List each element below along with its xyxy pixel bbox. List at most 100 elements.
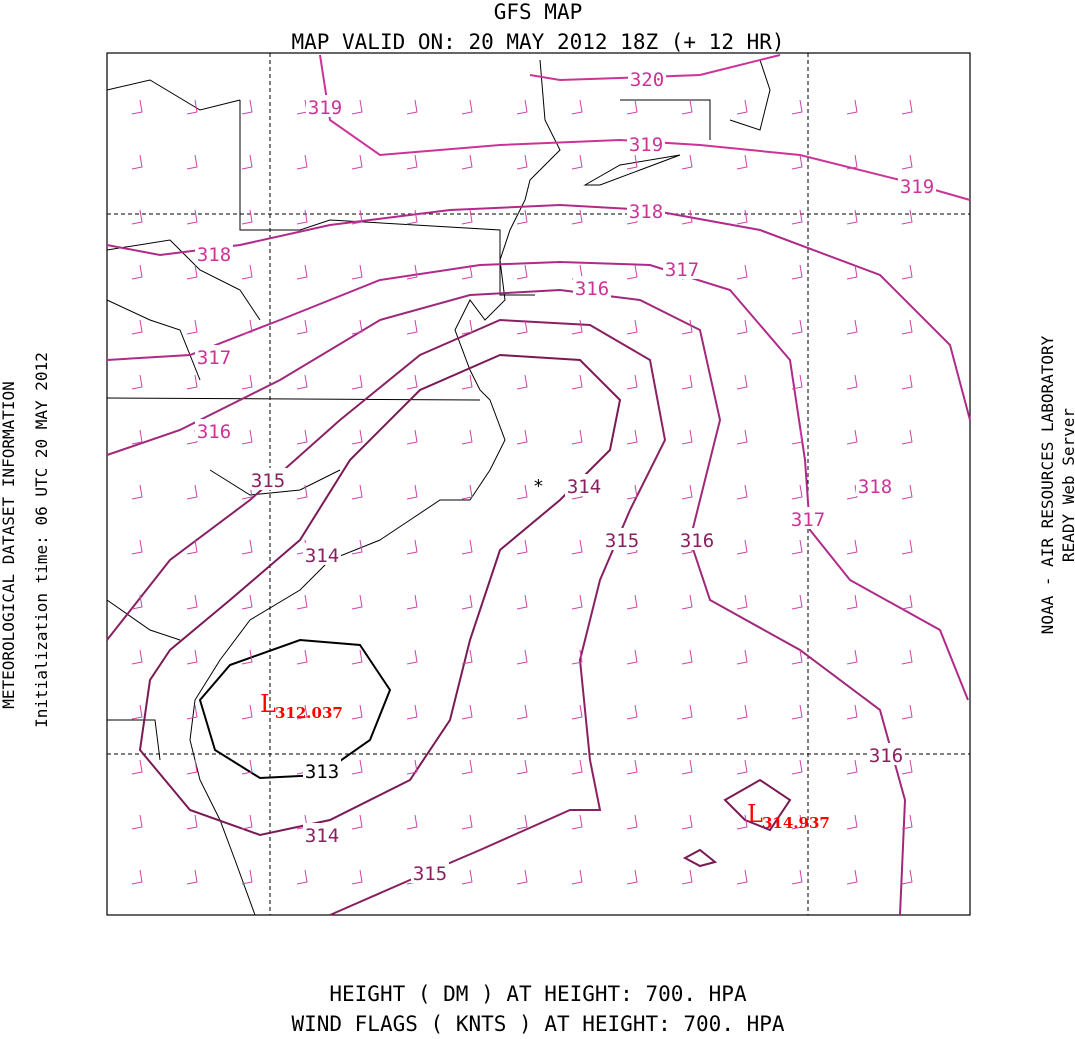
title: GFS MAP [494, 0, 583, 24]
wind-barb [461, 759, 473, 775]
label-bg [603, 528, 641, 550]
wind-barb [901, 814, 913, 830]
wind-barb [186, 264, 198, 280]
wind-barb [461, 319, 473, 335]
label-bg [565, 474, 603, 496]
wind-barb [681, 374, 693, 390]
label-bg [195, 242, 233, 264]
wind-barb [846, 704, 858, 720]
wind-barb [296, 429, 308, 445]
wind-barb [571, 869, 583, 885]
wind-barb [461, 264, 473, 280]
contour-label: 320 [630, 69, 664, 91]
wind-barb [791, 484, 803, 500]
wind-barb [681, 649, 693, 665]
wind-barb [791, 209, 803, 225]
wind-barb [901, 99, 913, 115]
contour-label: 317 [197, 347, 231, 369]
wind-barb [131, 154, 143, 170]
label-bg [303, 759, 341, 781]
wind-barb [626, 154, 638, 170]
wind-barb [186, 759, 198, 775]
wind-barb [791, 264, 803, 280]
wind-barb [131, 814, 143, 830]
wind-barb [736, 704, 748, 720]
wind-barb [131, 594, 143, 610]
wind-barb [846, 319, 858, 335]
wind-barb [516, 649, 528, 665]
wind-barb [186, 649, 198, 665]
wind-barb [461, 154, 473, 170]
wind-barb [736, 99, 748, 115]
wind-barb [296, 264, 308, 280]
wind-barb [846, 484, 858, 500]
wind-barb [241, 374, 253, 390]
wind-barb [901, 319, 913, 335]
wind-barb [516, 814, 528, 830]
wind-barb [351, 319, 363, 335]
wind-barb [681, 319, 693, 335]
label-bg [249, 468, 287, 490]
wind-barb [351, 814, 363, 830]
wind-barb [791, 704, 803, 720]
wind-barb [241, 869, 253, 885]
wind-barb [846, 374, 858, 390]
label-bg [195, 419, 233, 441]
contour-label: 314 [305, 825, 339, 847]
wind-barb [351, 649, 363, 665]
high-marker: * [533, 476, 544, 497]
contour-label: 314 [305, 545, 339, 567]
wind-barb [901, 429, 913, 445]
wind-barb [241, 99, 253, 115]
label-bg [867, 743, 905, 765]
wind-barb [791, 594, 803, 610]
wind-barb [516, 539, 528, 555]
side-text: METEOROLOGICAL DATASET INFORMATION [0, 381, 18, 709]
wind-barb [186, 374, 198, 390]
wind-barb [406, 429, 418, 445]
wind-barb [901, 209, 913, 225]
footer-line: WIND FLAGS ( KNTS ) AT HEIGHT: 700. HPA [291, 1012, 784, 1035]
wind-barb [186, 814, 198, 830]
wind-barb [736, 759, 748, 775]
wind-barb [846, 99, 858, 115]
contour-label: 316 [197, 421, 231, 443]
wind-barb [626, 759, 638, 775]
wind-barb [791, 374, 803, 390]
contour-label: 317 [665, 259, 699, 281]
wind-barb [571, 594, 583, 610]
wind-barb [351, 484, 363, 500]
wind-barb [846, 539, 858, 555]
contour-label: 314 [567, 476, 601, 498]
contour-label: 319 [308, 97, 342, 119]
wind-barb [626, 264, 638, 280]
wind-barb [131, 429, 143, 445]
wind-barb [571, 539, 583, 555]
wind-barb [406, 649, 418, 665]
label-bg [411, 861, 449, 883]
wind-barb [681, 484, 693, 500]
wind-barb [131, 869, 143, 885]
contour-label: 315 [413, 863, 447, 885]
contour-label: 313 [305, 761, 339, 783]
wind-barb [131, 649, 143, 665]
wind-barb [846, 869, 858, 885]
wind-barb [681, 759, 693, 775]
wind-barb [736, 429, 748, 445]
wind-barb [901, 704, 913, 720]
wind-barb [296, 154, 308, 170]
wind-barb [241, 429, 253, 445]
wind-barb [186, 869, 198, 885]
wind-barb [351, 154, 363, 170]
wind-barb [901, 539, 913, 555]
wind-barb [461, 539, 473, 555]
wind-barb [296, 484, 308, 500]
wind-barb [241, 264, 253, 280]
wind-barb [241, 649, 253, 665]
wind-barb [131, 759, 143, 775]
label-bg [898, 174, 936, 196]
wind-barb [241, 154, 253, 170]
wind-barb [461, 484, 473, 500]
wind-barb [461, 869, 473, 885]
wind-barb [846, 594, 858, 610]
